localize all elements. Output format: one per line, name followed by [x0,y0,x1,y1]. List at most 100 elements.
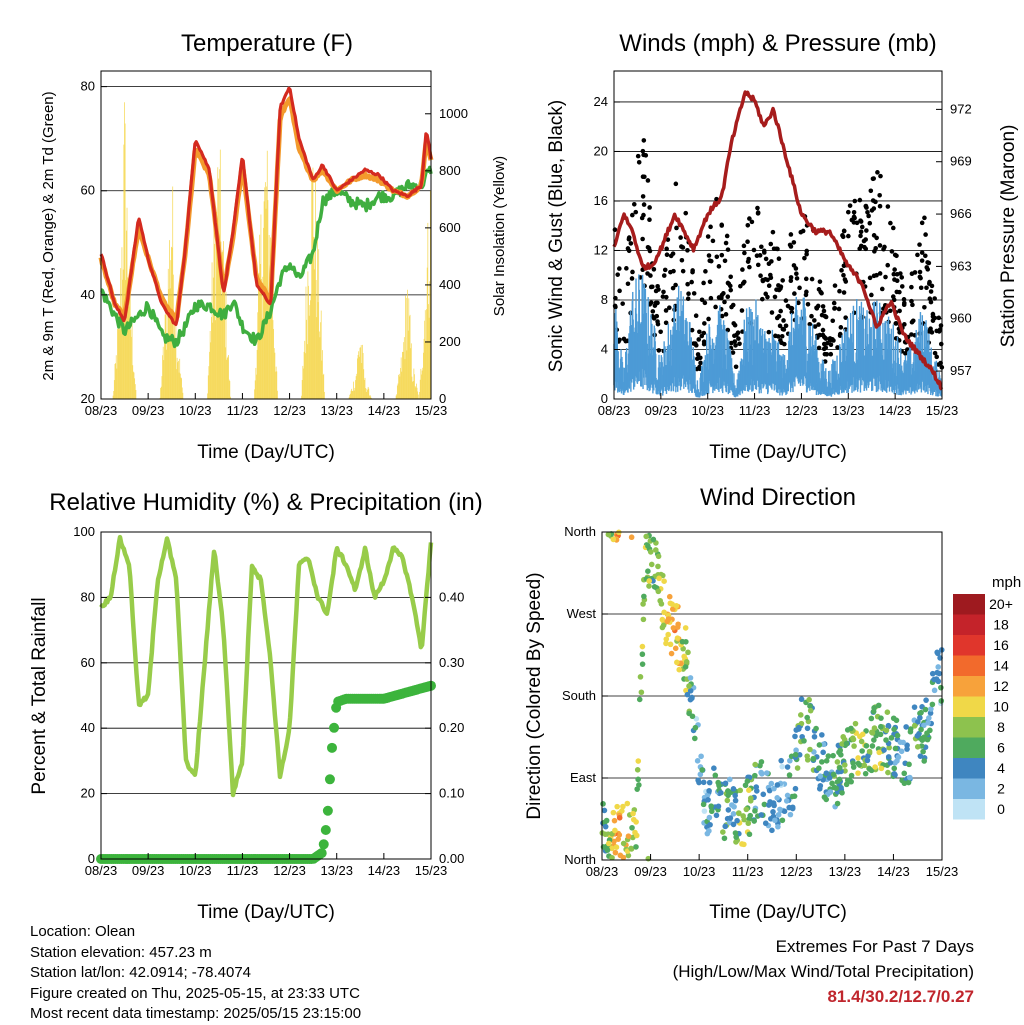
wind-direction-point [633,844,639,850]
gust-point [923,232,928,237]
gust-point [879,286,885,292]
x-tick-label: 15/23 [926,403,959,418]
gust-point [778,308,783,314]
wind-direction-point [686,710,692,717]
gust-point [902,322,907,327]
gust-point [809,313,814,319]
gust-point [746,256,751,262]
wind-direction-point [883,737,889,743]
gust-point [859,224,865,230]
wind-direction-point [732,792,738,799]
wind-direction-point [758,769,764,776]
gust-point [823,314,829,320]
gust-point [719,292,725,298]
gust-point [651,267,657,272]
gust-point [831,338,836,343]
wind-direction-point [796,724,802,731]
gust-point [624,266,629,271]
wind-direction-point [837,765,843,771]
speed-legend-swatch [953,594,985,615]
gust-point [830,318,836,324]
wind-direction-point [804,714,811,721]
wind-direction-point [731,803,737,810]
wind-direction-point [855,755,861,761]
gust-point [725,247,731,252]
wind-direction-point [700,801,707,808]
speed-legend-label: 18 [993,617,1009,633]
wind-direction-point [783,798,790,804]
gust-point [889,249,895,254]
extremes-box: Extremes For Past 7 Days (High/Low/Max W… [673,934,974,1009]
wind-direction-point [850,736,857,743]
gust-point [861,238,867,244]
winds-y2-ticks: 957 960 963 966 969 972 [936,101,972,378]
gust-point [938,323,944,328]
x-tick-label: 11/23 [227,863,259,878]
wind-direction-series [599,529,945,862]
wind-direction-point [777,806,783,813]
wind-direction-point [730,811,737,817]
latest-data-timestamp: Most recent data timestamp: 2025/05/15 2… [30,1005,362,1022]
extremes-title: Extremes For Past 7 Days [775,937,974,956]
station-info: Location: Olean Station elevation: 457.2… [30,922,361,1025]
gust-point [874,272,879,278]
wind-direction-point [914,744,921,750]
wind-direction-point [904,746,910,752]
wind-direction-point [752,808,758,814]
wind-direction-point [666,593,673,600]
speed-legend: 20+ 18 16 14 12 10 8 6 4 2 0 [953,594,1013,820]
y-tick-label: 8 [601,292,608,307]
x-tick-label: 13/23 [829,864,862,879]
gust-point [902,300,907,306]
gust-point [817,279,823,284]
wind-direction-point [864,757,871,764]
y2-tick-label: 0 [439,391,446,406]
wind-direction-point [663,640,669,647]
x-tick-label: 15/23 [926,864,959,879]
gust-point [667,305,672,310]
wind-direction-point [804,753,811,759]
temperature-xlabel: Time (Day/UTC) [197,442,335,463]
winds-y2label: Station Pressure (Maroon) [998,125,1019,348]
y-tick-label: 24 [594,94,608,109]
gust-point [807,322,813,327]
gust-point [662,267,668,273]
gust-point [760,278,766,284]
gust-point [794,276,800,281]
wind-direction-point [639,651,646,658]
wind-direction-point [663,636,670,642]
gust-point [765,277,770,283]
gust-point [701,341,707,347]
gust-point [723,312,729,317]
gust-point [851,210,857,215]
gust-point [783,298,789,303]
wind-direction-point [722,823,729,830]
x-tick-label: 12/23 [273,403,306,418]
gust-point [732,333,737,339]
temperature-y2label: Solar Insolation (Yellow) [491,156,508,316]
wind-direction-point [640,616,647,623]
gust-point [724,233,730,239]
gust-point [776,256,782,262]
gust-point [812,324,818,329]
y2-tick-label: 0.10 [439,786,464,801]
gust-point [774,315,780,321]
wind-direction-point [686,683,692,689]
gust-point [714,254,720,260]
wind-direction-point [851,743,857,749]
wind-direction-point [905,779,912,786]
gust-point [731,321,737,326]
x-tick-label: 14/23 [879,403,912,418]
gust-point [892,267,897,272]
gust-point [683,210,689,216]
wind-direction-point [722,780,729,787]
x-tick-label: 09/23 [132,863,165,878]
wind-direction-point [766,787,773,794]
wind-direction-point [801,738,807,744]
gust-point [847,203,853,208]
wind-direction-point [847,778,853,784]
gust-point [716,264,722,269]
wind-direction-point [869,730,876,736]
gust-point [932,296,937,301]
wind-direction-point [687,687,694,694]
